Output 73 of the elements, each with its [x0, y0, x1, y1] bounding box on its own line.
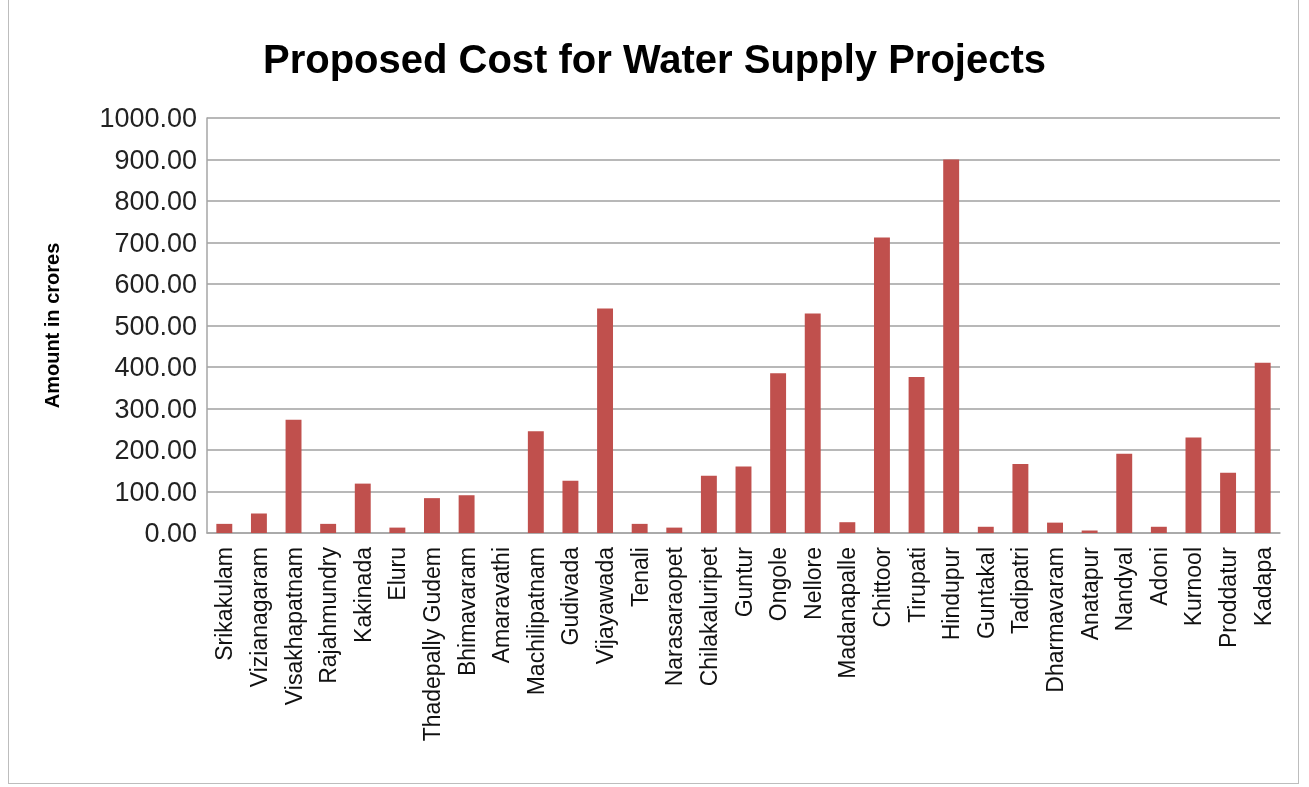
bar — [354, 483, 371, 533]
x-tick-label: Madanapalle — [834, 547, 861, 679]
x-tick-label: Rajahmundry — [315, 546, 342, 684]
bar — [1047, 522, 1063, 533]
x-tick-label: Proddatur — [1215, 546, 1242, 649]
x-tick-label: Hindupur — [938, 546, 965, 641]
bar — [770, 373, 787, 533]
x-tick-label: Amaravathi — [488, 547, 515, 664]
x-tick-label: Kakinada — [349, 546, 376, 643]
bar — [458, 495, 475, 533]
y-tick-label: 1000.00 — [99, 103, 197, 133]
x-tick-label: Nandyal — [1111, 547, 1138, 632]
bar — [666, 527, 683, 533]
bar — [943, 159, 960, 533]
y-tick-label: 300.00 — [114, 393, 197, 424]
bar — [320, 523, 337, 533]
bar — [839, 522, 856, 533]
bar — [424, 498, 440, 533]
bar — [1254, 362, 1271, 533]
bar — [804, 313, 821, 533]
bar — [527, 431, 544, 533]
y-tick-label: 0.00 — [144, 518, 197, 548]
x-tick-label: Visakhapatnam — [280, 547, 307, 706]
x-tick-label: Eluru — [384, 547, 411, 601]
bar — [735, 466, 752, 533]
chart-title: Proposed Cost for Water Supply Projects — [262, 37, 1047, 81]
bar — [250, 513, 267, 533]
x-tick-label: Machilipatnam — [522, 547, 549, 696]
y-tick-label: 600.00 — [114, 269, 197, 299]
x-tick-label: Bhimavaram — [453, 547, 480, 677]
x-tick-label: Narasaraopet — [661, 546, 688, 687]
bar — [1012, 464, 1029, 533]
y-tick-label: 500.00 — [114, 310, 197, 341]
y-axis-title: Amount in crores — [41, 242, 63, 409]
x-tick-label: Dharmavaram — [1042, 547, 1069, 693]
x-tick-label: Tenali — [626, 547, 653, 608]
y-tick-label: 200.00 — [114, 435, 197, 465]
x-tick-label: Guntur — [730, 546, 757, 618]
x-tick-label: Kadapa — [1249, 546, 1276, 627]
bar — [216, 523, 233, 533]
x-tick-label: Kurnool — [1180, 547, 1207, 627]
bar — [631, 523, 648, 533]
bar — [908, 376, 925, 533]
bar — [1185, 437, 1202, 533]
x-tick-label: Ongole — [765, 547, 792, 622]
bar — [700, 475, 717, 533]
y-tick-label: 800.00 — [114, 186, 197, 216]
x-tick-label: Vizianagaram — [245, 547, 272, 688]
x-tick-label: Chilakaluripet — [695, 546, 722, 687]
x-tick-label: Tirupati — [903, 547, 930, 623]
bar — [1150, 526, 1167, 533]
bar — [1220, 472, 1237, 533]
bar — [597, 308, 614, 533]
bar — [389, 527, 406, 533]
x-tick-label: Anatapur — [1076, 546, 1103, 641]
x-tick-label: Vijayawada — [592, 546, 619, 665]
x-tick-label: Nellore — [799, 547, 826, 620]
y-tick-label: 100.00 — [114, 476, 197, 507]
x-tick-label: Chittoor — [868, 546, 895, 628]
bar — [562, 480, 579, 533]
y-tick-label: 900.00 — [114, 144, 197, 175]
bar — [873, 237, 890, 533]
x-tick-label: Tadipatri — [1007, 547, 1034, 634]
x-tick-label: Srikakulam — [211, 547, 238, 661]
y-tick-label: 400.00 — [114, 352, 197, 382]
bar — [1116, 453, 1133, 533]
bar — [977, 526, 994, 533]
x-tick-label: Thadepally Gudem — [418, 547, 445, 742]
x-tick-label: Adoni — [1145, 547, 1172, 606]
x-tick-label: Gudivada — [557, 546, 584, 646]
bar — [285, 419, 302, 533]
x-tick-label: Guntakal — [972, 547, 999, 640]
y-tick-label: 700.00 — [114, 227, 197, 258]
